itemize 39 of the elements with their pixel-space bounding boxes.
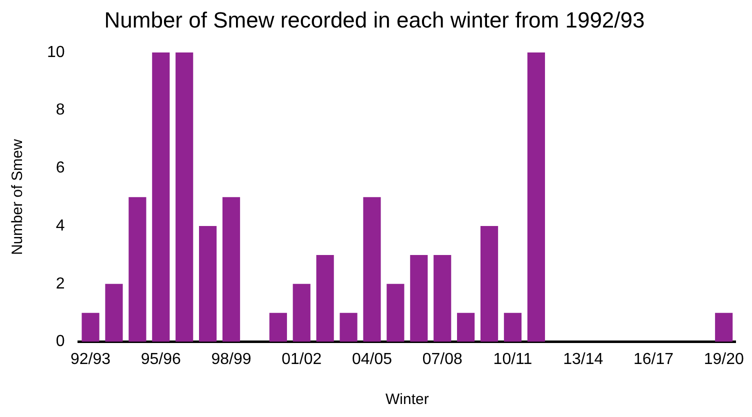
y-tick-label: 0	[56, 333, 65, 350]
bar	[269, 312, 287, 342]
bar	[410, 254, 428, 342]
bar	[82, 312, 100, 342]
x-tick-label: 19/20	[704, 350, 744, 368]
bar	[222, 197, 240, 342]
bar	[363, 197, 381, 342]
x-tick-label: 07/08	[422, 350, 462, 368]
bar	[457, 312, 475, 342]
y-tick-label: 2	[56, 275, 65, 292]
bar	[199, 226, 217, 342]
x-axis-title: Winter	[386, 391, 429, 408]
bar	[527, 52, 545, 342]
y-axis-title: Number of Smew	[9, 139, 26, 256]
x-tick-label: 95/96	[140, 350, 182, 368]
bar	[105, 284, 123, 342]
bar	[176, 52, 194, 342]
bar	[128, 197, 146, 342]
bar	[480, 226, 498, 342]
bar	[316, 254, 334, 342]
x-tick-label: 92/93	[70, 350, 111, 368]
x-tick-label: 01/02	[282, 350, 322, 368]
x-tick-label: 04/05	[352, 350, 392, 368]
x-tick-label: 98/99	[211, 350, 252, 368]
bar	[386, 284, 404, 342]
y-tick-label: 4	[56, 217, 65, 234]
y-tick-label: 10	[47, 44, 65, 61]
bar	[292, 284, 310, 342]
bar	[340, 312, 358, 342]
chart-title: Number of Smew recorded in each winter from 1992/93	[104, 7, 645, 32]
x-tick-label: 13/14	[563, 350, 604, 368]
y-tick-label: 6	[56, 160, 65, 177]
bar	[152, 52, 170, 342]
bar	[715, 312, 733, 342]
bar	[434, 254, 452, 342]
y-tick-label: 8	[56, 102, 65, 119]
x-tick-label: 16/17	[633, 350, 674, 368]
x-tick-label: 10/11	[493, 350, 532, 368]
bar	[504, 312, 522, 342]
